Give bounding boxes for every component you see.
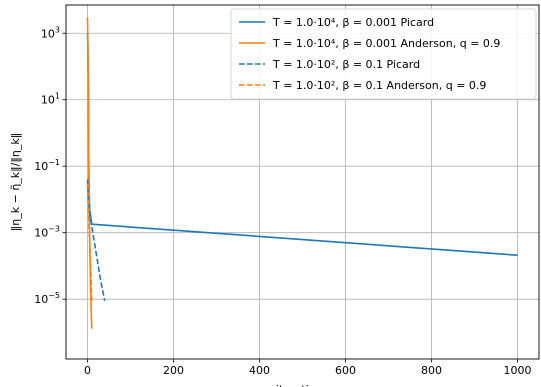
x-tick-label: 1000 xyxy=(504,364,532,377)
x-axis: 0 200 400 600 800 1000 xyxy=(84,359,532,377)
x-axis-label: iterations xyxy=(276,383,328,387)
plot-frame xyxy=(65,4,540,360)
y-axis: 103 101 10−1 10−3 10−5 xyxy=(34,25,66,306)
legend-entry: T = 1.0·10⁴, β = 0.001 Picard xyxy=(272,16,434,29)
x-tick-label: 800 xyxy=(421,364,442,377)
y-tick-label: 10−5 xyxy=(34,291,60,306)
legend: T = 1.0·10⁴, β = 0.001 Picard T = 1.0·10⁴… xyxy=(230,8,537,100)
x-tick-label: 400 xyxy=(249,364,270,377)
legend-entry: T = 1.0·10², β = 0.1 Picard xyxy=(272,58,420,71)
y-axis-label: ‖η_k − η̃_k‖/‖η_k‖ xyxy=(9,133,22,231)
legend-entry: T = 1.0·10⁴, β = 0.001 Anderson, q = 0.9 xyxy=(272,37,500,50)
legend-entry: T = 1.0·10², β = 0.1 Anderson, q = 0.9 xyxy=(272,79,486,92)
y-tick-label: 10−1 xyxy=(34,158,60,173)
x-tick-label: 600 xyxy=(335,364,356,377)
series-line-4 xyxy=(86,183,93,303)
x-tick-label: 200 xyxy=(163,364,184,377)
y-tick-label: 101 xyxy=(41,92,60,107)
legend-box xyxy=(230,8,537,100)
series-group xyxy=(86,17,518,329)
y-tick-label: 10−3 xyxy=(34,225,60,240)
series-line-3 xyxy=(86,179,106,301)
y-tick-label: 103 xyxy=(41,25,60,40)
y-axis-label-text: ‖η_k − η̃_k‖/‖η_k‖ xyxy=(9,133,22,231)
x-tick-label: 0 xyxy=(84,364,91,377)
